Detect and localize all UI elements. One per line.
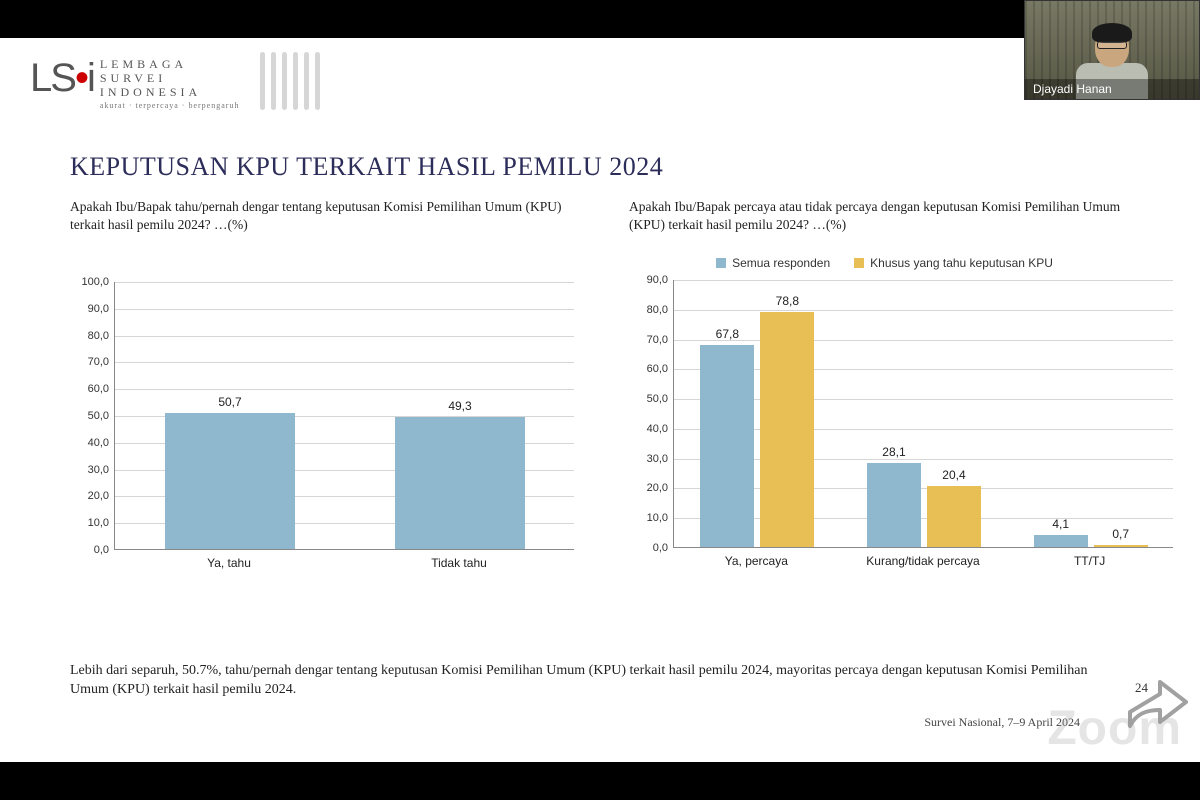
- presentation-slide: LS•i LEMBAGA SURVEI INDONESIA akurat · t…: [0, 38, 1200, 762]
- bar: 0,7: [1094, 545, 1148, 547]
- header-stripes: [260, 52, 320, 110]
- bar: 28,1: [867, 463, 921, 547]
- slide-header: LS•i LEMBAGA SURVEI INDONESIA akurat · t…: [0, 38, 1200, 128]
- bar-value-label: 49,3: [448, 399, 471, 413]
- logo-mark: LS•i: [30, 56, 94, 101]
- bar: 4,1: [1034, 535, 1088, 547]
- footer-note: Lebih dari separuh, 50.7%, tahu/pernah d…: [70, 661, 1110, 700]
- legend-item: Semua responden: [716, 256, 830, 270]
- bar-value-label: 4,1: [1052, 517, 1069, 531]
- source-line: Survei Nasional, 7–9 April 2024: [924, 715, 1080, 730]
- x-category-label: Ya, percaya: [673, 554, 840, 568]
- trust-plot: 0,010,020,030,040,050,060,070,080,090,06…: [673, 280, 1173, 548]
- legend-item: Khusus yang tahu keputusan KPU: [854, 256, 1053, 270]
- charts-row: Apakah Ibu/Bapak tahu/pernah dengar tent…: [70, 198, 1140, 570]
- bar-value-label: 28,1: [882, 445, 905, 459]
- bar-value-label: 20,4: [942, 468, 965, 482]
- bar-value-label: 78,8: [776, 294, 799, 308]
- awareness-xlabels: Ya, tahuTidak tahu: [114, 556, 574, 570]
- bar: 67,8: [700, 345, 754, 547]
- bar-value-label: 0,7: [1112, 527, 1129, 541]
- trust-legend: Semua responden Khusus yang tahu keputus…: [629, 256, 1140, 270]
- legend-swatch: [716, 258, 726, 268]
- slide-title: KEPUTUSAN KPU TERKAIT HASIL PEMILU 2024: [70, 152, 663, 182]
- trust-question: Apakah Ibu/Bapak percaya atau tidak perc…: [629, 198, 1140, 238]
- share-icon: [1120, 668, 1190, 738]
- legend-swatch: [854, 258, 864, 268]
- bar-value-label: 50,7: [218, 395, 241, 409]
- lsi-logo: LS•i LEMBAGA SURVEI INDONESIA akurat · t…: [30, 56, 239, 110]
- logo-line-3: INDONESIA: [100, 86, 240, 100]
- awareness-chart: Apakah Ibu/Bapak tahu/pernah dengar tent…: [70, 198, 581, 570]
- x-category-label: Kurang/tidak percaya: [840, 554, 1007, 568]
- bar-value-label: 67,8: [716, 327, 739, 341]
- awareness-plot: 0,010,020,030,040,050,060,070,080,090,01…: [114, 282, 574, 550]
- logo-tagline: akurat · terpercaya · berpengaruh: [100, 101, 240, 110]
- x-category-label: TT/TJ: [1006, 554, 1173, 568]
- x-category-label: Ya, tahu: [114, 556, 344, 570]
- bar: 78,8: [760, 312, 814, 547]
- logo-line-2: SURVEI: [100, 72, 240, 86]
- presenter-name: Djayadi Hanan: [1025, 79, 1199, 99]
- awareness-question: Apakah Ibu/Bapak tahu/pernah dengar tent…: [70, 198, 581, 238]
- bar: 50,7: [165, 413, 295, 549]
- trust-xlabels: Ya, percayaKurang/tidak percayaTT/TJ: [673, 554, 1173, 568]
- legend-label: Khusus yang tahu keputusan KPU: [870, 256, 1053, 270]
- trust-chart: Apakah Ibu/Bapak percaya atau tidak perc…: [629, 198, 1140, 570]
- logo-line-1: LEMBAGA: [100, 58, 240, 72]
- bar: 49,3: [395, 417, 525, 549]
- presenter-video-tile[interactable]: Djayadi Hanan: [1024, 0, 1200, 100]
- bar: 20,4: [927, 486, 981, 547]
- page-number: 24: [1135, 680, 1148, 696]
- x-category-label: Tidak tahu: [344, 556, 574, 570]
- legend-label: Semua responden: [732, 256, 830, 270]
